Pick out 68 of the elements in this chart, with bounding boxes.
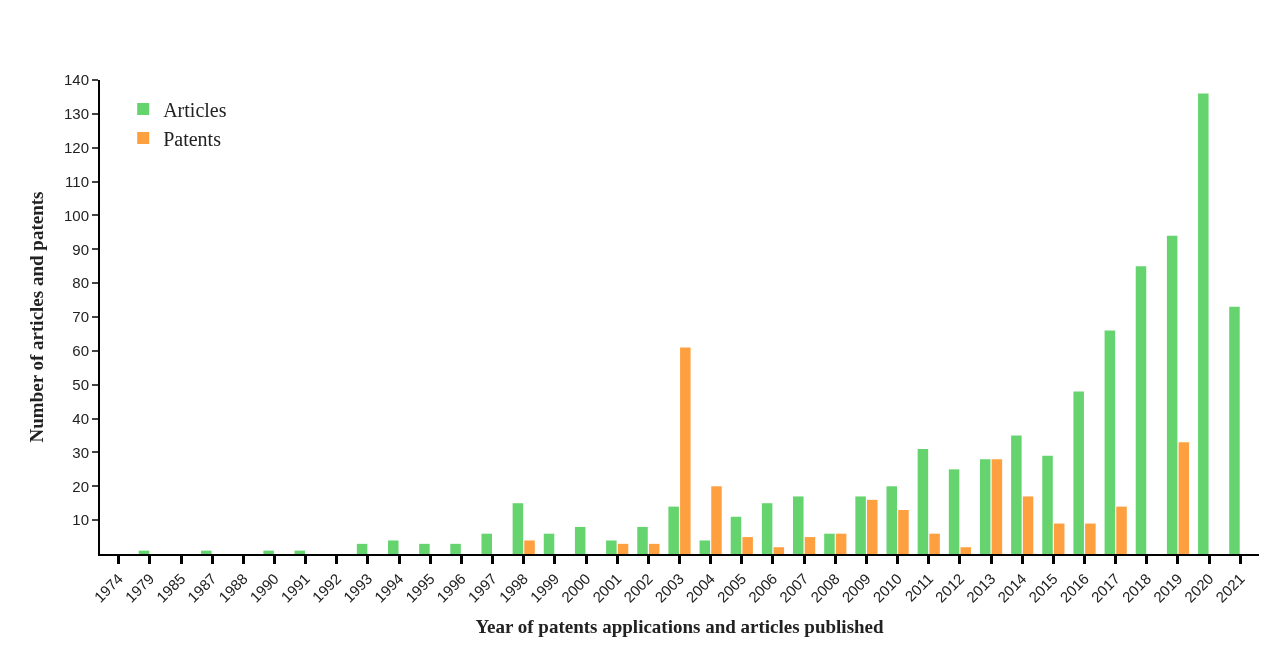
bar (263, 550, 274, 554)
bar (201, 550, 212, 554)
y-tick-label: 120 (63, 138, 89, 156)
bar (419, 543, 430, 554)
bar (979, 459, 991, 554)
y-tick-label: 70 (72, 308, 89, 326)
bar (1229, 306, 1240, 554)
y-tick-label: 50 (72, 375, 89, 393)
y-tick-label: 110 (65, 172, 89, 190)
bar (917, 449, 929, 554)
y-tick-label: 80 (72, 274, 89, 292)
bar (680, 347, 691, 554)
bar (898, 509, 909, 554)
bar (855, 496, 866, 554)
bar (648, 543, 660, 554)
bar (742, 537, 753, 554)
y-tick-label: 40 (72, 409, 89, 427)
y-tick-label: 60 (72, 342, 89, 360)
bar (606, 540, 617, 554)
bar (730, 516, 742, 554)
bar (1104, 330, 1116, 554)
y-tick-label: 10 (72, 511, 89, 529)
bar (886, 486, 898, 554)
legend-label: Articles (163, 98, 227, 121)
bar (543, 533, 555, 554)
bar (574, 526, 586, 554)
bar (761, 503, 773, 554)
bar (1166, 235, 1178, 554)
bar (512, 503, 524, 554)
y-axis-title: Number of articles and patents (26, 191, 48, 443)
bar (1022, 496, 1034, 554)
bar (1135, 266, 1147, 554)
bar (929, 533, 940, 554)
y-tick-label: 20 (72, 477, 89, 495)
bar (1116, 506, 1127, 554)
bar (668, 506, 679, 554)
bar (1178, 442, 1190, 554)
bar (1073, 391, 1084, 554)
bar (524, 540, 535, 554)
bar (835, 533, 847, 554)
bar (1198, 93, 1209, 554)
bar (617, 543, 629, 554)
bar (1042, 455, 1053, 554)
bar (824, 533, 835, 554)
y-tick-label: 90 (72, 240, 89, 258)
bar (948, 469, 960, 554)
bar (1011, 435, 1022, 554)
bar (991, 459, 1003, 554)
y-tick-label: 100 (63, 206, 89, 224)
bar (867, 499, 878, 554)
bar (1053, 523, 1065, 554)
bar (960, 547, 971, 554)
y-tick-label: 140 (63, 71, 89, 89)
y-tick-label: 30 (72, 443, 89, 461)
legend-label: Patents (163, 127, 222, 150)
bar (711, 486, 722, 554)
bar (356, 543, 368, 554)
bar (1085, 523, 1096, 554)
bar (793, 496, 804, 554)
bar (699, 540, 711, 554)
bar (637, 526, 648, 554)
bar (388, 540, 399, 554)
bar (804, 537, 816, 554)
bar (450, 543, 461, 554)
x-axis-title: Year of patents applications and articles published (475, 615, 885, 637)
bar (773, 547, 785, 554)
y-tick-label: 130 (63, 105, 89, 123)
bar (481, 533, 492, 554)
